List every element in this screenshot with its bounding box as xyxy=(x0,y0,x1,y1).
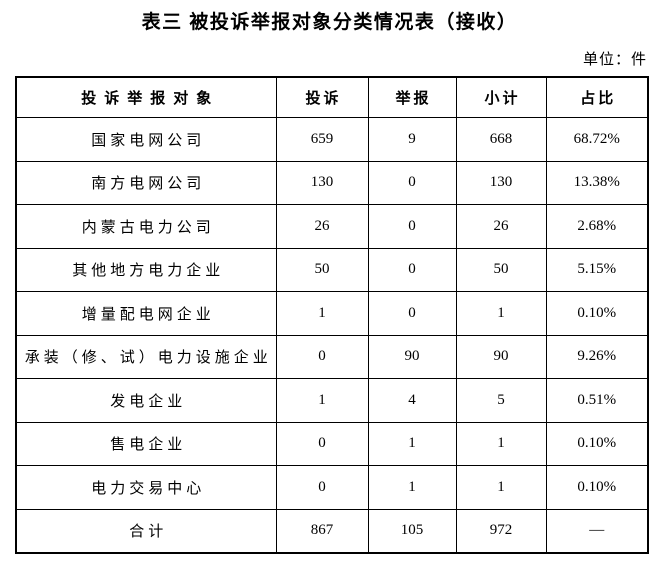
complaints-cell: 0 xyxy=(275,334,369,379)
reports-cell: 1 xyxy=(367,421,457,466)
complaints-cell: 1 xyxy=(275,291,369,336)
share-cell: 0.10% xyxy=(545,465,649,510)
subtotal-cell: 1 xyxy=(455,421,547,466)
subtotal-cell: 50 xyxy=(455,247,547,292)
complaints-cell: 659 xyxy=(275,117,369,162)
header-share: 占比 xyxy=(545,76,649,118)
table-row: 售电企业 0 1 1 0.10% xyxy=(15,421,649,466)
subtotal-cell: 5 xyxy=(455,378,547,423)
subtotal-cell: 668 xyxy=(455,117,547,162)
complaints-cell: 26 xyxy=(275,204,369,249)
subject-cell: 内蒙古电力公司 xyxy=(15,204,277,249)
complaints-cell: 130 xyxy=(275,160,369,205)
complaints-cell: 867 xyxy=(275,508,369,554)
complaints-cell: 0 xyxy=(275,421,369,466)
subtotal-cell: 90 xyxy=(455,334,547,379)
share-cell: — xyxy=(545,508,649,554)
table-row: 承装（修、试）电力设施企业 0 90 90 9.26% xyxy=(15,334,649,379)
subject-cell: 合计 xyxy=(15,508,277,554)
reports-cell: 90 xyxy=(367,334,457,379)
header-reports: 举报 xyxy=(367,76,457,118)
reports-cell: 0 xyxy=(367,160,457,205)
subtotal-cell: 972 xyxy=(455,508,547,554)
unit-label: 单位：件 xyxy=(582,52,647,68)
share-cell: 9.26% xyxy=(545,334,649,379)
table-header-row: 投诉举报对象 投诉 举报 小计 占比 xyxy=(15,76,649,118)
reports-cell: 4 xyxy=(367,378,457,423)
share-cell: 0.51% xyxy=(545,378,649,423)
subject-cell: 增量配电网企业 xyxy=(15,291,277,336)
subject-cell: 承装（修、试）电力设施企业 xyxy=(15,334,277,379)
share-cell: 0.10% xyxy=(545,421,649,466)
table-row: 国家电网公司 659 9 668 68.72% xyxy=(15,117,649,162)
table-row-total: 合计 867 105 972 — xyxy=(15,508,649,554)
subtotal-cell: 1 xyxy=(455,291,547,336)
reports-cell: 1 xyxy=(367,465,457,510)
subject-cell: 电力交易中心 xyxy=(15,465,277,510)
header-complaints: 投诉 xyxy=(275,76,369,118)
table-row: 发电企业 1 4 5 0.51% xyxy=(15,378,649,423)
share-cell: 5.15% xyxy=(545,247,649,292)
reports-cell: 9 xyxy=(367,117,457,162)
table-row: 增量配电网企业 1 0 1 0.10% xyxy=(15,291,649,336)
complaints-cell: 0 xyxy=(275,465,369,510)
subject-cell: 南方电网公司 xyxy=(15,160,277,205)
share-cell: 68.72% xyxy=(545,117,649,162)
reports-cell: 105 xyxy=(367,508,457,554)
table-row: 内蒙古电力公司 26 0 26 2.68% xyxy=(15,204,649,249)
header-subject: 投诉举报对象 xyxy=(15,76,277,118)
table-row: 其他地方电力企业 50 0 50 5.15% xyxy=(15,247,649,292)
complaint-subject-table: 投诉举报对象 投诉 举报 小计 占比 国家电网公司 659 9 668 68.7… xyxy=(15,76,649,554)
subject-cell: 售电企业 xyxy=(15,421,277,466)
table-row: 电力交易中心 0 1 1 0.10% xyxy=(15,465,649,510)
table-row: 南方电网公司 130 0 130 13.38% xyxy=(15,160,649,205)
subject-cell: 其他地方电力企业 xyxy=(15,247,277,292)
header-subtotal: 小计 xyxy=(455,76,547,118)
reports-cell: 0 xyxy=(367,204,457,249)
subtotal-cell: 26 xyxy=(455,204,547,249)
share-cell: 2.68% xyxy=(545,204,649,249)
subtotal-cell: 1 xyxy=(455,465,547,510)
subject-cell: 国家电网公司 xyxy=(15,117,277,162)
subtotal-cell: 130 xyxy=(455,160,547,205)
complaints-cell: 1 xyxy=(275,378,369,423)
page-title: 表三 被投诉举报对象分类情况表（接收） xyxy=(141,12,518,33)
reports-cell: 0 xyxy=(367,291,457,336)
share-cell: 0.10% xyxy=(545,291,649,336)
reports-cell: 0 xyxy=(367,247,457,292)
subject-cell: 发电企业 xyxy=(15,378,277,423)
share-cell: 13.38% xyxy=(545,160,649,205)
complaints-cell: 50 xyxy=(275,247,369,292)
